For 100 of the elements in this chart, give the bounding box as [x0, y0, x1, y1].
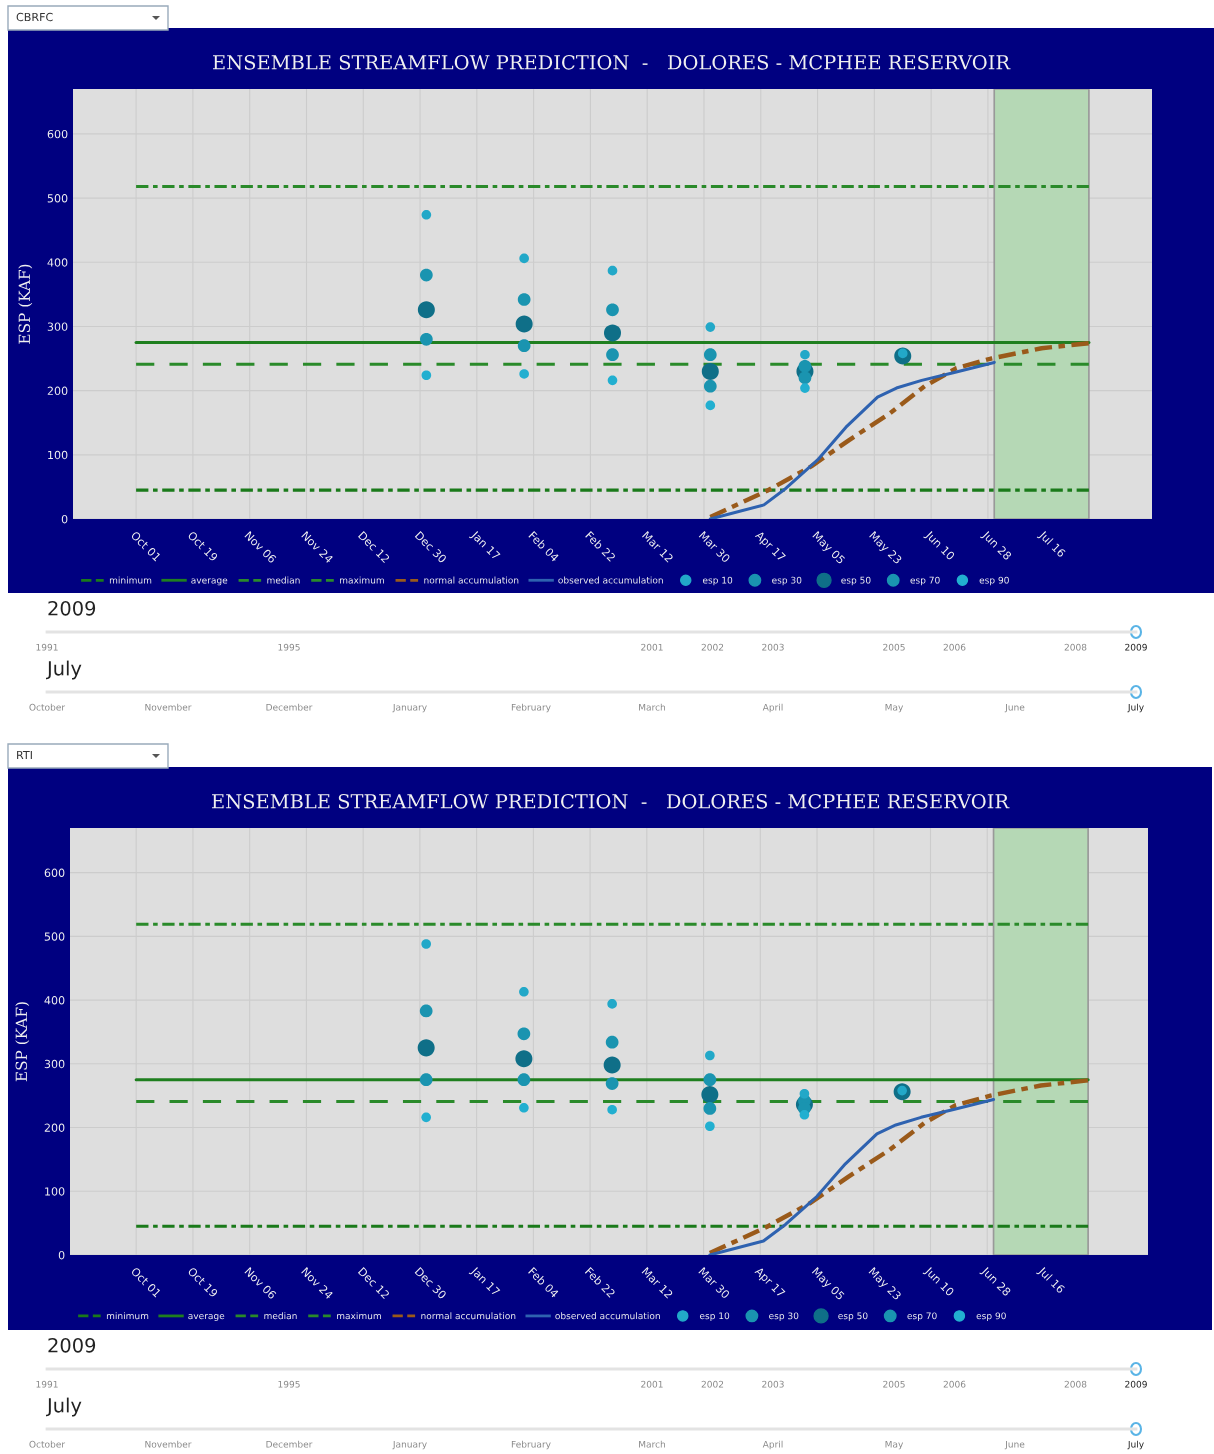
- x-tick-label: Jan 17: [468, 1265, 501, 1298]
- text: 1991: [36, 643, 58, 651]
- legend-label: observed accumulation: [555, 1312, 660, 1320]
- y-tick-label: 0: [61, 514, 68, 524]
- text: October: [29, 1440, 66, 1448]
- text: July: [45, 660, 82, 680]
- text: 2006: [943, 1380, 966, 1388]
- y-tick-label: 200: [44, 1123, 65, 1132]
- legend-label: esp 10: [702, 576, 733, 586]
- text: 2008: [1064, 1380, 1087, 1388]
- text: RTI: [17, 750, 32, 760]
- x-tick-label: Oct 01: [130, 1266, 162, 1298]
- legend-label: median: [264, 1312, 297, 1320]
- text: 2008: [1064, 643, 1087, 651]
- text: 1995: [278, 1380, 300, 1388]
- y-tick-label: 400: [47, 258, 68, 267]
- legend-label: observed accumulation: [558, 576, 663, 584]
- text: CBRFC: [16, 12, 53, 22]
- text: October: [29, 703, 66, 711]
- text: 2009: [1125, 643, 1147, 651]
- text: March: [639, 703, 665, 711]
- text: April: [762, 703, 783, 713]
- legend-label: average: [188, 1314, 225, 1321]
- text: 2003: [762, 643, 784, 651]
- legend-label: esp 50: [841, 576, 871, 586]
- text: 2009: [1125, 1380, 1147, 1388]
- text: 2009: [48, 600, 96, 616]
- text: December: [266, 1440, 313, 1448]
- text: 2005: [883, 643, 905, 651]
- y-axis-title: ESP (KAF): [18, 264, 33, 344]
- text: December: [266, 703, 313, 711]
- text: July: [45, 1397, 82, 1417]
- y-tick-label: 200: [47, 386, 68, 396]
- x-tick-label: Feb 04: [528, 530, 560, 563]
- text: February: [511, 703, 551, 713]
- x-tick-label: Oct 19: [187, 1266, 219, 1298]
- x-tick-label: Oct 01: [130, 530, 162, 562]
- chart-title: ENSEMBLE STREAMFLOW PREDICTION - DOLORES - MCPHEE RESERVOIR: [213, 54, 1011, 70]
- text: July: [1127, 1440, 1144, 1450]
- text: 2006: [943, 643, 966, 651]
- text: November: [145, 1440, 192, 1448]
- text: 2001: [641, 643, 663, 651]
- legend-label: esp 90: [979, 576, 1009, 586]
- y-tick-label: 400: [44, 996, 65, 1005]
- y-tick-label: 0: [58, 1250, 65, 1260]
- legend-label: esp 70: [907, 1312, 937, 1321]
- text: 2005: [883, 1380, 905, 1388]
- legend-label: maximum: [337, 1312, 381, 1320]
- text: 2002: [701, 1380, 724, 1388]
- x-tick-label: Jan 17: [468, 529, 501, 562]
- legend-label: esp 30: [772, 576, 802, 586]
- text: May: [885, 1440, 904, 1450]
- y-tick-label: 500: [44, 932, 65, 941]
- legend-label: normal accumulation: [424, 576, 519, 584]
- x-tick-label: Oct 19: [187, 530, 219, 562]
- text: May: [885, 703, 904, 713]
- legend-label: esp 30: [769, 1312, 799, 1321]
- text: February: [511, 1440, 551, 1450]
- x-tick-label: Apr 17: [753, 530, 786, 564]
- text: 2009: [48, 1337, 96, 1353]
- legend-label: average: [191, 578, 228, 586]
- text: January: [392, 1440, 427, 1450]
- x-tick-label: Jun 10: [923, 529, 956, 562]
- legend-label: esp 50: [838, 1312, 868, 1321]
- chart-title: ENSEMBLE STREAMFLOW PREDICTION - DOLORES - MCPHEE RESERVOIR: [212, 793, 1010, 809]
- text: June: [1004, 1440, 1025, 1450]
- legend-label: median: [267, 576, 300, 584]
- legend-label: maximum: [340, 576, 384, 584]
- legend-label: minimum: [106, 1312, 149, 1320]
- x-tick-label: Mar 30: [698, 531, 731, 563]
- legend-label: esp 70: [910, 576, 940, 586]
- text: July: [1127, 703, 1144, 713]
- x-tick-label: Apr 17: [752, 1266, 786, 1300]
- text: 2003: [762, 1380, 784, 1388]
- x-tick-label: Mar 12: [641, 531, 674, 563]
- y-axis-title: ESP (KAF): [15, 1002, 30, 1082]
- legend-label: esp 90: [976, 1312, 1006, 1321]
- x-tick-label: Jun 28: [979, 1265, 1012, 1298]
- text: March: [639, 1440, 665, 1448]
- x-tick-label: Feb 22: [584, 1266, 616, 1298]
- text: November: [145, 703, 192, 711]
- x-tick-label: Jul 16: [1036, 1265, 1066, 1296]
- text: 1991: [36, 1380, 58, 1388]
- x-tick-label: Jul 16: [1036, 529, 1067, 560]
- text: 2001: [641, 1380, 663, 1388]
- legend-label: normal accumulation: [421, 1312, 516, 1320]
- y-tick-label: 500: [47, 194, 68, 203]
- x-tick-label: Feb 22: [585, 530, 617, 562]
- y-tick-label: 300: [44, 1059, 65, 1069]
- y-tick-label: 300: [47, 322, 68, 331]
- text: January: [392, 703, 427, 713]
- x-tick-label: Jun 28: [979, 529, 1013, 562]
- text: April: [762, 1440, 783, 1450]
- x-tick-label: Jun 10: [922, 1265, 955, 1298]
- legend-label: minimum: [109, 576, 152, 584]
- y-tick-label: 600: [44, 868, 65, 877]
- legend-label: esp 10: [699, 1312, 730, 1321]
- x-tick-label: Feb 04: [528, 1266, 560, 1299]
- y-tick-label: 100: [45, 1187, 65, 1196]
- y-tick-label: 600: [47, 129, 68, 139]
